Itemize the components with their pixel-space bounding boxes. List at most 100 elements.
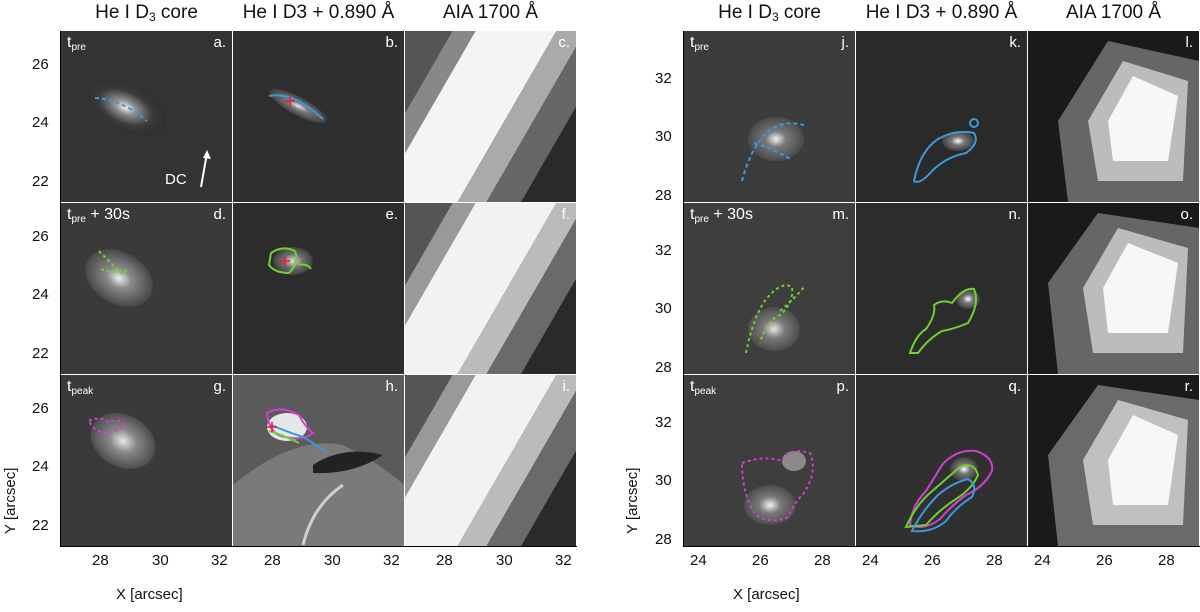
left-ytick-r1-22: 22 [32,173,49,190]
left-ytick-r2-22: 22 [32,345,49,362]
panel-a-image [61,31,232,202]
left-col-header-3: AIA 1700 Å [442,2,539,23]
panel-r: r. [1028,375,1199,546]
left-xtick-c2-28: 28 [264,552,281,569]
panel-g-image [61,375,232,546]
row-label-tpeak-g: tpeak [67,378,94,397]
panel-d: tpre + 30s d. [61,203,232,374]
panel-c-image [405,31,576,202]
panel-e-image [233,203,404,374]
panel-m: tpre + 30s m. [684,203,855,374]
right-y-axis-title: Y [arcsec] [624,467,641,534]
row-label-tpre-a: tpre [67,34,86,53]
dc-label: DC [165,171,187,188]
right-ytick-r1-30: 30 [655,128,672,145]
right-ytick-r1-28: 28 [655,187,672,204]
right-ytick-r3-30: 30 [655,472,672,489]
right-ytick-r2-32: 32 [655,242,672,259]
panel-letter-f: f. [561,206,570,223]
panel-f-image [405,203,576,374]
panel-j-image [684,31,855,202]
right-xtick-c3-26: 26 [1096,552,1113,569]
left-ytick-r1-24: 24 [32,114,49,131]
panel-letter-m: m. [832,206,849,223]
right-xtick-c1-26: 26 [752,552,769,569]
left-xtick-c3-32: 32 [555,552,572,569]
panel-letter-b: b. [385,34,398,51]
right-xtick-c3-24: 24 [1034,552,1051,569]
left-col-header-2: He I D3 + 0.890 Å [242,2,395,23]
right-y-axis-line [683,31,684,546]
panel-letter-g: g. [213,378,226,395]
panel-f: f. [405,203,576,374]
panel-letter-o: o. [1180,206,1193,223]
left-ytick-r2-24: 24 [32,286,49,303]
right-xtick-c2-28: 28 [986,552,1003,569]
left-xtick-c2-30: 30 [324,552,341,569]
right-col-header-1: He I D3 core [718,2,821,24]
panel-b-image [233,31,404,202]
panel-letter-q: q. [1008,378,1021,395]
left-x-axis-title: X [arcsec] [116,586,183,603]
left-ytick-r3-22: 22 [32,517,49,534]
right-ytick-r2-28: 28 [655,359,672,376]
right-xtick-c3-28: 28 [1158,552,1175,569]
panel-h: h. [233,375,404,546]
left-y-axis-line [60,31,61,546]
row-label-tpre30-m: tpre + 30s [690,206,753,225]
left-y-axis-title: Y [arcsec] [2,467,19,534]
left-x-axis-line [60,546,577,547]
panel-letter-h: h. [385,378,398,395]
panel-p: tpeak p. [684,375,855,546]
panel-e: e. [233,203,404,374]
left-xtick-c3-28: 28 [436,552,453,569]
panel-letter-a: a. [213,34,226,51]
panel-g: tpeak g. [61,375,232,546]
panel-k-image [856,31,1027,202]
row-label-tpeak-p: tpeak [690,378,717,397]
panel-letter-r: r. [1184,378,1193,395]
panel-l: l. [1028,31,1199,202]
left-xtick-c1-28: 28 [92,552,109,569]
panel-letter-n: n. [1008,206,1021,223]
panel-h-image [233,375,404,546]
left-ytick-r1-26: 26 [32,56,49,73]
right-ytick-r3-28: 28 [655,531,672,548]
right-col-header-3: AIA 1700 Å [1065,2,1162,23]
left-xtick-c2-32: 32 [383,552,400,569]
panel-letter-p: p. [836,378,849,395]
panel-q-image [856,375,1027,546]
panel-letter-i: i. [562,378,571,395]
row-label-tpre30-d: tpre + 30s [67,206,130,225]
right-ytick-r2-30: 30 [655,300,672,317]
panel-letter-e: e. [385,206,398,223]
panel-letter-j: j. [841,34,850,51]
panel-letter-c: c. [558,34,570,51]
right-col-header-2: He I D3 + 0.890 Å [865,2,1018,23]
panel-p-image [684,375,855,546]
left-xtick-c1-30: 30 [152,552,169,569]
right-xtick-c2-26: 26 [924,552,941,569]
panel-m-image [684,203,855,374]
panel-k: k. [856,31,1027,202]
left-ytick-r3-24: 24 [32,458,49,475]
panel-i: i. [405,375,576,546]
panel-a: tpre a. DC [61,31,232,202]
left-col-header-1: He I D3 core [95,2,198,24]
right-ytick-r1-32: 32 [655,70,672,87]
left-xtick-c1-32: 32 [211,552,228,569]
panel-letter-d: d. [213,206,226,223]
left-ytick-r3-26: 26 [32,400,49,417]
panel-r-image [1028,375,1199,546]
left-ytick-r2-26: 26 [32,228,49,245]
right-xtick-c1-24: 24 [690,552,707,569]
left-xtick-c3-30: 30 [496,552,513,569]
panel-d-image [61,203,232,374]
panel-q: q. [856,375,1027,546]
panel-l-image [1028,31,1199,202]
panel-j: tpre j. [684,31,855,202]
right-xtick-c2-24: 24 [862,552,879,569]
panel-n: n. [856,203,1027,374]
panel-i-image [405,375,576,546]
right-xtick-c1-28: 28 [814,552,831,569]
